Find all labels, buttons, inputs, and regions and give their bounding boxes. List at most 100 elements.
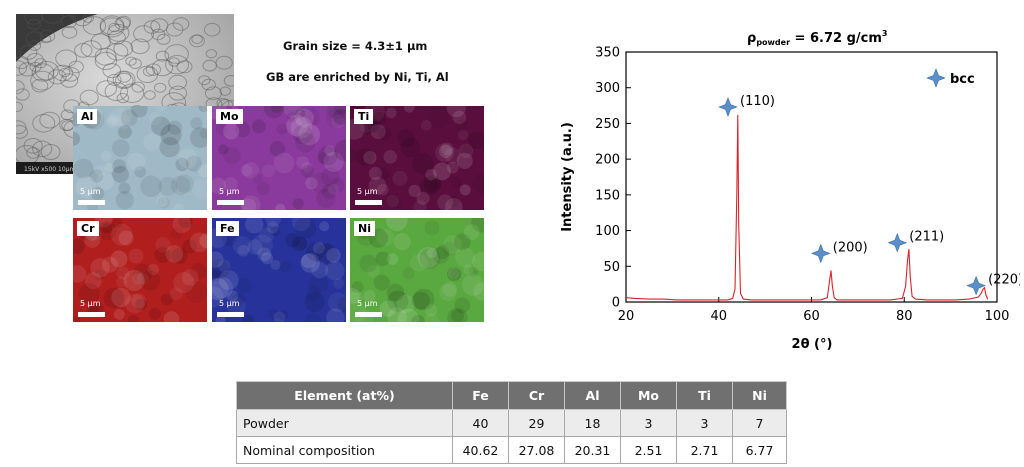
- eds-texture-spot: [295, 237, 308, 250]
- sem-grain: [61, 66, 80, 82]
- sem-grain: [155, 50, 170, 62]
- eds-texture-spot: [173, 272, 195, 293]
- sem-grain: [30, 70, 55, 91]
- sem-grain: [104, 82, 129, 101]
- header-fe: Fe: [452, 381, 509, 410]
- eds-texture-spot: [110, 250, 128, 268]
- eds-texture-spot: [316, 188, 336, 209]
- sem-grain: [130, 38, 150, 55]
- sem-grain: [26, 147, 41, 159]
- gb-enriched-caption: GB are enriched by Ni, Ti, Al: [266, 70, 449, 84]
- eds-texture-spot: [156, 196, 168, 208]
- sem-grain: [72, 14, 92, 27]
- sem-grain: [215, 55, 233, 70]
- eds-texture-spot: [178, 218, 193, 229]
- scale-bar: [217, 200, 244, 205]
- eds-texture-spot: [328, 183, 339, 195]
- sem-grain: [205, 49, 218, 59]
- sem-grain: [116, 15, 132, 28]
- eds-texture-spot: [263, 106, 284, 119]
- eds-texture-spot: [325, 108, 344, 128]
- eds-texture-spot: [442, 241, 457, 256]
- eds-texture-spot: [120, 109, 138, 127]
- eds-texture-spot: [113, 309, 125, 320]
- sem-grain: [151, 59, 174, 77]
- eds-texture-spot: [106, 113, 118, 125]
- peak-label: (200): [833, 240, 868, 255]
- eds-texture-spot: [189, 262, 207, 280]
- eds-texture-spot: [75, 176, 97, 198]
- eds-texture-spot: [185, 155, 202, 172]
- y-tick-label: 200: [595, 153, 620, 168]
- eds-texture-spot: [189, 127, 207, 148]
- eds-texture-spot: [383, 150, 398, 164]
- eds-map-ni: Ni 5 µm: [350, 218, 484, 322]
- eds-texture-spot: [472, 251, 484, 272]
- eds-texture-spot: [300, 107, 320, 127]
- scale-bar: [217, 312, 244, 317]
- eds-texture-spot: [73, 316, 81, 322]
- eds-texture-spot: [127, 315, 140, 322]
- eds-texture-spot: [262, 164, 276, 178]
- eds-texture-spot: [201, 106, 207, 113]
- x-tick-label: 100: [985, 309, 1010, 324]
- sem-grain: [153, 82, 167, 93]
- eds-texture-spot: [305, 177, 318, 190]
- bcc-marker-icon: [966, 275, 986, 296]
- eds-texture-spot: [416, 191, 430, 205]
- eds-texture-spot: [392, 170, 408, 186]
- eds-texture-spot: [412, 288, 435, 311]
- cell: 2.51: [620, 436, 677, 464]
- eds-texture-spot: [111, 139, 130, 157]
- table-header-row: Element (at%) Fe Cr Al Mo Ti Ni: [236, 381, 787, 410]
- eds-texture-spot: [240, 198, 257, 210]
- composition-table: Element (at%) Fe Cr Al Mo Ti Ni Powder 4…: [236, 381, 787, 464]
- eds-texture-spot: [97, 221, 117, 241]
- eds-texture-spot: [137, 272, 149, 285]
- eds-texture-spot: [337, 296, 346, 312]
- eds-texture-spot: [413, 200, 427, 210]
- eds-texture-spot: [432, 247, 449, 264]
- eds-texture-spot: [333, 278, 344, 289]
- sem-grain: [31, 78, 49, 93]
- eds-texture-spot: [103, 287, 124, 308]
- sem-grain: [142, 66, 156, 77]
- eds-texture-spot: [368, 176, 387, 195]
- eds-texture-spot: [148, 307, 161, 321]
- eds-texture-spot: [155, 106, 166, 112]
- eds-texture-spot: [321, 167, 340, 186]
- sem-grain: [82, 14, 94, 23]
- cell: 29: [508, 409, 565, 437]
- cell: 40.62: [452, 436, 509, 464]
- sem-grain: [16, 80, 25, 95]
- eds-texture-spot: [269, 140, 286, 157]
- sem-grain: [16, 88, 30, 101]
- cell: 7: [732, 409, 787, 437]
- sem-grain: [61, 15, 78, 29]
- eds-texture-spot: [372, 111, 387, 125]
- eds-texture-spot: [252, 173, 263, 184]
- bcc-marker-icon: [810, 243, 831, 264]
- eds-texture-spot: [435, 143, 454, 162]
- x-tick-label: 60: [803, 309, 820, 324]
- y-tick-label: 300: [595, 81, 620, 96]
- xrd-chart: ρpowder = 6.72 g/cm3 20 40 60 80 100 0 50 100 1…: [560, 29, 1020, 352]
- eds-texture-spot: [135, 298, 148, 311]
- eds-texture-spot: [295, 108, 306, 119]
- eds-texture-spot: [326, 106, 346, 120]
- eds-texture-spot: [313, 242, 325, 254]
- eds-texture-spot: [363, 289, 376, 303]
- eds-texture-spot: [411, 291, 430, 310]
- eds-texture-spot: [433, 162, 451, 181]
- eds-texture-spot: [251, 234, 273, 256]
- eds-texture-spot: [387, 290, 409, 312]
- eds-texture-spot: [127, 152, 146, 171]
- eds-texture-spot: [350, 287, 360, 304]
- y-tick-label: 50: [603, 260, 620, 275]
- sem-grain: [16, 125, 29, 139]
- scale-bar: [355, 312, 382, 317]
- sem-grain: [29, 61, 42, 72]
- eds-texture-spot: [73, 131, 81, 146]
- eds-texture-spot: [454, 297, 471, 314]
- eds-texture-spot: [232, 292, 245, 306]
